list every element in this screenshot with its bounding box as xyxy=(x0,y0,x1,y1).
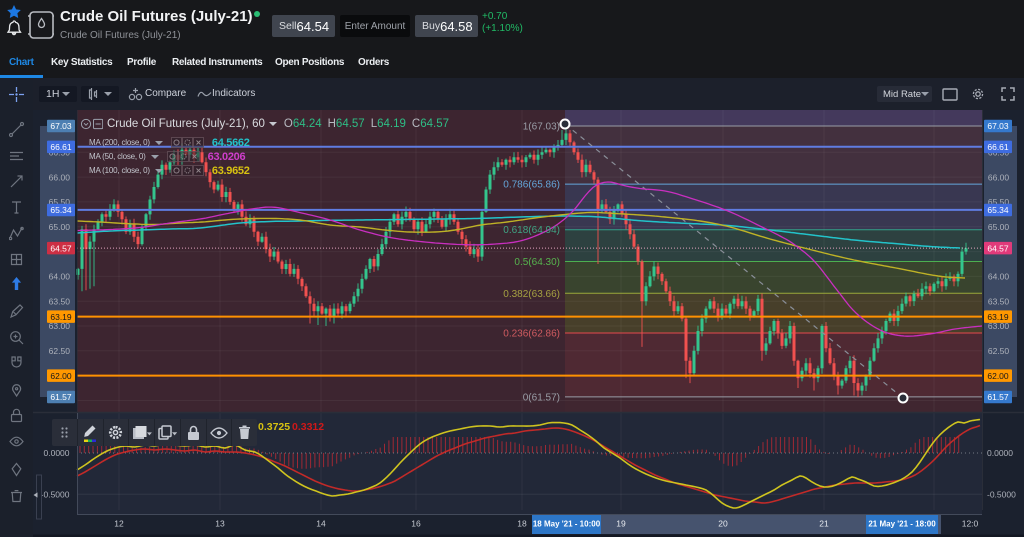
svg-text:63.50: 63.50 xyxy=(49,296,71,306)
svg-text:0.0000: 0.0000 xyxy=(44,448,70,458)
svg-text:63.19: 63.19 xyxy=(987,312,1009,322)
svg-text:12: 12 xyxy=(114,519,124,529)
svg-text:12:0: 12:0 xyxy=(962,519,979,529)
svg-text:67.03: 67.03 xyxy=(50,121,72,131)
svg-text:-0.5000: -0.5000 xyxy=(987,490,1016,500)
svg-text:20: 20 xyxy=(718,519,728,529)
svg-text:64.00: 64.00 xyxy=(988,272,1010,282)
svg-text:65.50: 65.50 xyxy=(988,197,1010,207)
svg-text:65.00: 65.00 xyxy=(49,222,71,232)
svg-text:65.50: 65.50 xyxy=(49,197,71,207)
svg-text:67.03: 67.03 xyxy=(987,121,1009,131)
svg-text:64.57: 64.57 xyxy=(987,243,1009,253)
svg-text:18: 18 xyxy=(517,519,527,529)
svg-text:63.00: 63.00 xyxy=(988,321,1010,331)
svg-text:66.00: 66.00 xyxy=(49,172,71,182)
svg-text:0.618(64.94): 0.618(64.94) xyxy=(503,225,560,236)
svg-text:19: 19 xyxy=(616,519,626,529)
svg-text:0.0000: 0.0000 xyxy=(987,448,1013,458)
svg-text:0.236(62.86): 0.236(62.86) xyxy=(503,329,560,340)
svg-text:63.00: 63.00 xyxy=(49,321,71,331)
svg-text:62.00: 62.00 xyxy=(50,371,72,381)
svg-text:61.57: 61.57 xyxy=(987,392,1009,402)
svg-text:14: 14 xyxy=(316,519,326,529)
svg-text:18 May '21 - 10:00: 18 May '21 - 10:00 xyxy=(533,520,601,529)
svg-text:62.00: 62.00 xyxy=(987,371,1009,381)
svg-text:1(67.03): 1(67.03) xyxy=(523,122,560,133)
svg-text:66.61: 66.61 xyxy=(987,142,1009,152)
svg-text:66.00: 66.00 xyxy=(988,172,1010,182)
svg-text:0.382(63.66): 0.382(63.66) xyxy=(503,289,560,300)
svg-text:65.34: 65.34 xyxy=(987,205,1009,215)
svg-text:64.00: 64.00 xyxy=(49,272,71,282)
svg-text:-0.5000: -0.5000 xyxy=(41,490,70,500)
svg-text:65.00: 65.00 xyxy=(988,222,1010,232)
svg-text:0(61.57): 0(61.57) xyxy=(523,392,560,403)
svg-text:21: 21 xyxy=(819,519,829,529)
svg-text:0.5(64.30): 0.5(64.30) xyxy=(514,257,560,268)
svg-text:62.50: 62.50 xyxy=(988,346,1010,356)
svg-text:66.61: 66.61 xyxy=(50,142,72,152)
svg-text:63.19: 63.19 xyxy=(50,312,72,322)
svg-text:61.57: 61.57 xyxy=(50,392,72,402)
svg-text:13: 13 xyxy=(215,519,225,529)
svg-text:63.50: 63.50 xyxy=(988,296,1010,306)
svg-text:65.34: 65.34 xyxy=(50,205,72,215)
svg-text:16: 16 xyxy=(411,519,421,529)
svg-text:0.786(65.86): 0.786(65.86) xyxy=(503,180,560,191)
svg-text:62.50: 62.50 xyxy=(49,346,71,356)
svg-text:64.57: 64.57 xyxy=(50,243,72,253)
svg-text:21 May '21 - 18:00: 21 May '21 - 18:00 xyxy=(868,520,936,529)
